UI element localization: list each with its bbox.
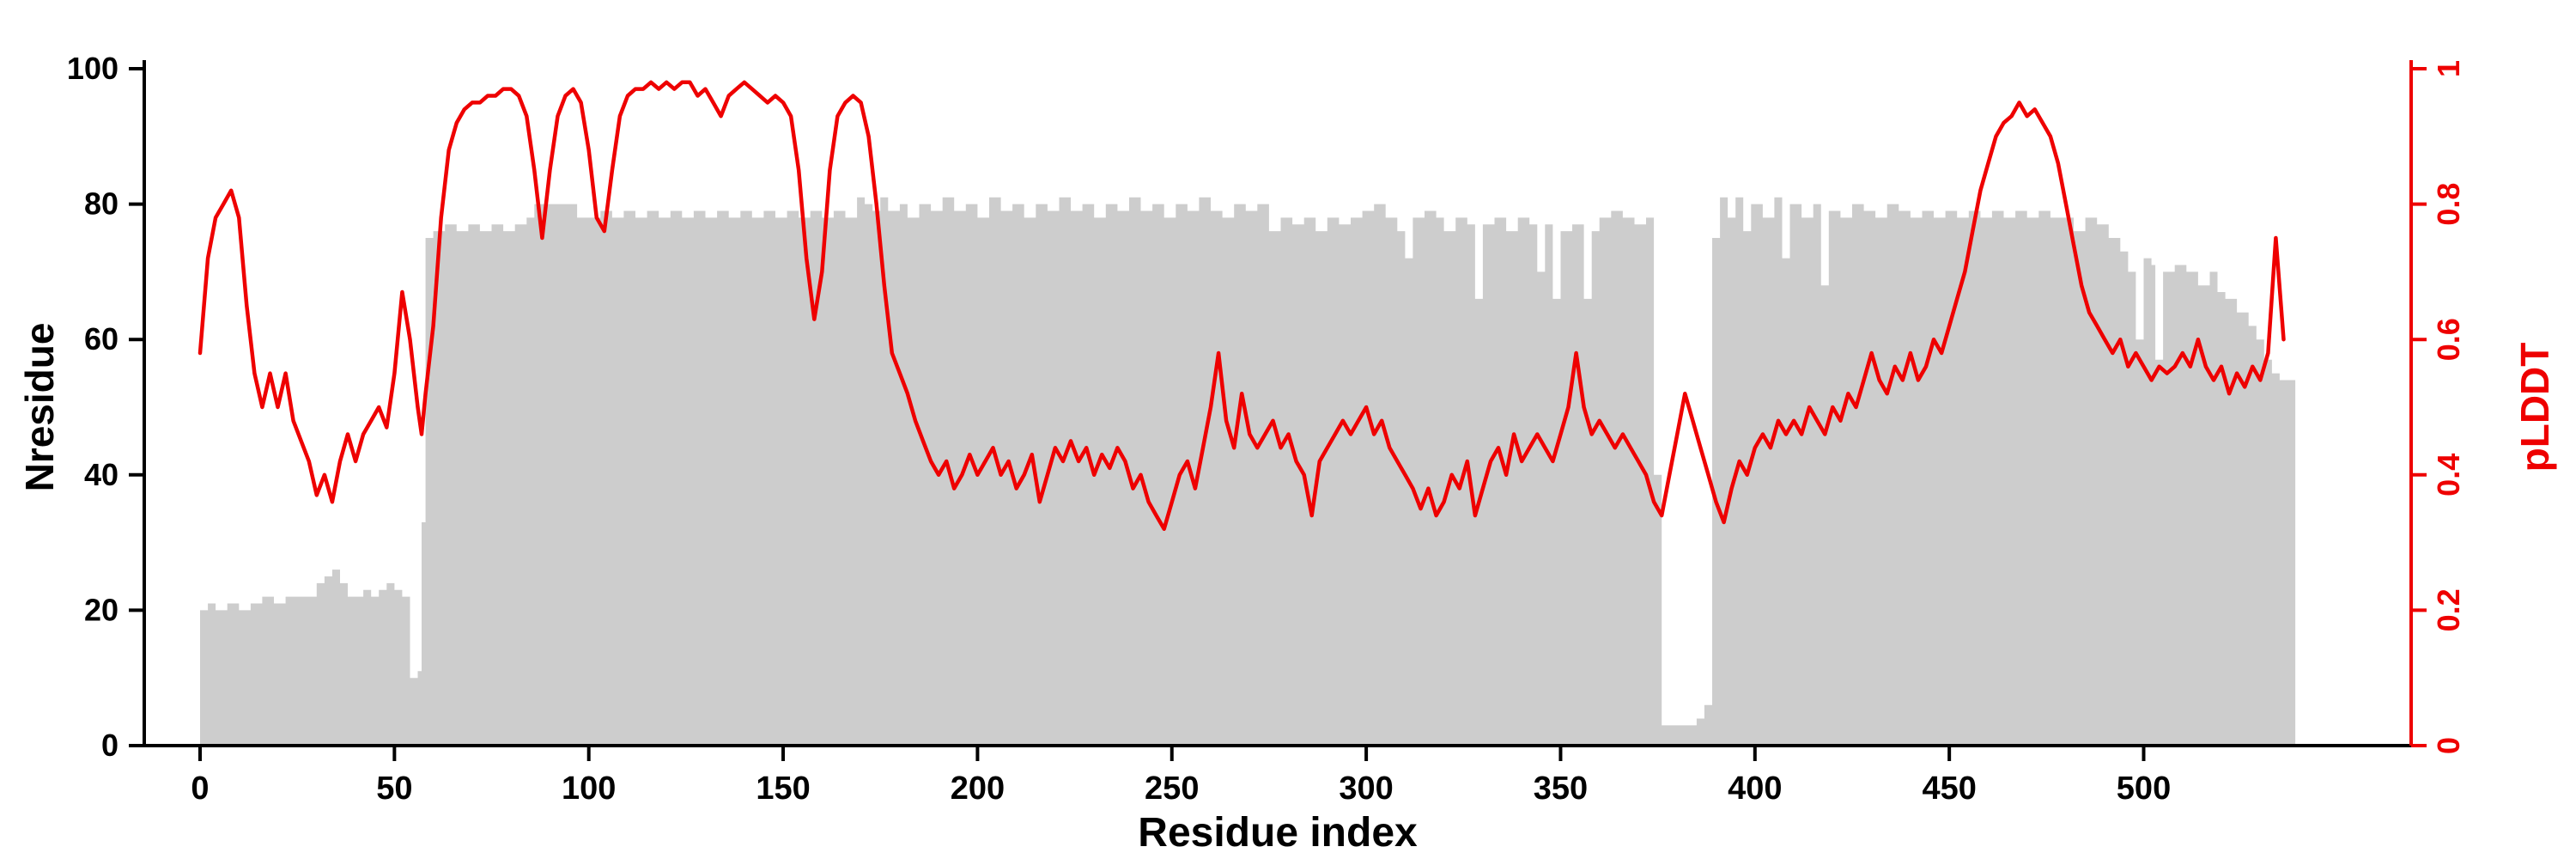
y-right-tick-label: 0.6 <box>2431 318 2466 361</box>
y-right-tick-label: 0.4 <box>2431 454 2466 497</box>
x-tick-label: 300 <box>1339 771 1393 807</box>
y-right-tick-label: 1 <box>2431 60 2466 77</box>
y-axis-label-left: Nresidue <box>17 322 62 492</box>
y-left-tick-label: 100 <box>67 51 118 86</box>
y-right-tick-label: 0.2 <box>2431 588 2466 631</box>
x-axis-label: Residue index <box>1138 810 1418 856</box>
y-left-tick-label: 80 <box>84 186 118 222</box>
x-tick-label: 100 <box>562 771 616 807</box>
y-right-tick-label: 0.8 <box>2431 183 2466 226</box>
axes: 0 20 40 60 80 100 0 50 100 150 200 250 300 350 400 450 5… <box>67 51 2466 807</box>
x-tick-label: 150 <box>756 771 810 807</box>
x-tick-label: 0 <box>191 771 209 807</box>
x-tick-label: 400 <box>1728 771 1782 807</box>
y-left-tick-label: 40 <box>84 457 118 492</box>
x-tick-label: 50 <box>376 771 412 807</box>
x-tick-label: 200 <box>951 771 1005 807</box>
x-tick-label: 250 <box>1145 771 1199 807</box>
y-axis-label-right: pLDDT <box>2512 342 2557 472</box>
y-left-tick-label: 20 <box>84 592 118 627</box>
plddt-line <box>197 80 2286 532</box>
nresidue-bars <box>200 197 2296 746</box>
x-tick-label: 450 <box>1922 771 1976 807</box>
y-left-tick-label: 60 <box>84 321 118 356</box>
x-tick-label: 500 <box>2117 771 2171 807</box>
y-right-tick-label: 0 <box>2431 737 2466 754</box>
y-left-tick-label: 0 <box>101 728 118 763</box>
x-tick-label: 350 <box>1534 771 1588 807</box>
